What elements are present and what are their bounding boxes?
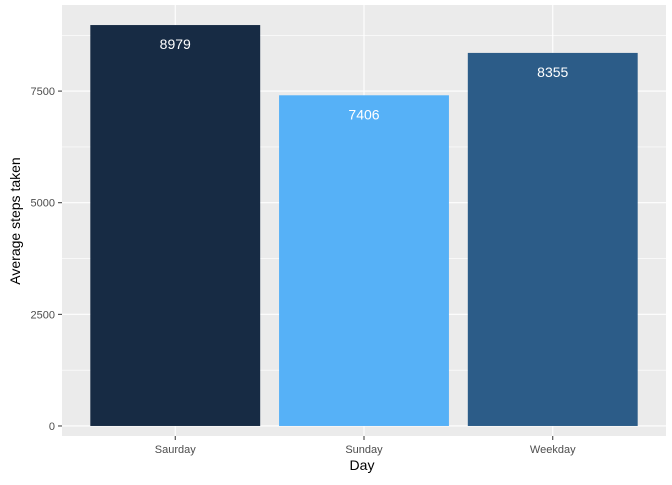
bar-sunday	[279, 95, 449, 426]
x-axis-title: Day	[350, 457, 375, 473]
y-axis: 0 2500 5000 7500	[31, 86, 62, 433]
bar-value-label: 8979	[160, 36, 191, 52]
y-tick-label: 2500	[31, 309, 55, 321]
y-axis-title: Average steps taken	[7, 157, 23, 284]
bars-group	[90, 25, 638, 426]
y-tick-label: 5000	[31, 198, 55, 210]
bar-weekday	[467, 52, 638, 426]
y-tick-label: 0	[49, 421, 55, 433]
x-axis: Saurday Sunday Weekday	[155, 436, 576, 456]
bar-saurday	[90, 25, 261, 426]
x-tick-label: Weekday	[530, 444, 576, 456]
x-tick-label: Sunday	[345, 444, 383, 456]
bar-value-label: 7406	[348, 106, 379, 122]
y-tick-label: 7500	[31, 86, 55, 98]
x-tick-label: Saurday	[155, 444, 196, 456]
bar-value-label: 8355	[537, 64, 568, 80]
bar-labels-group: 8979 7406 8355	[160, 36, 569, 122]
